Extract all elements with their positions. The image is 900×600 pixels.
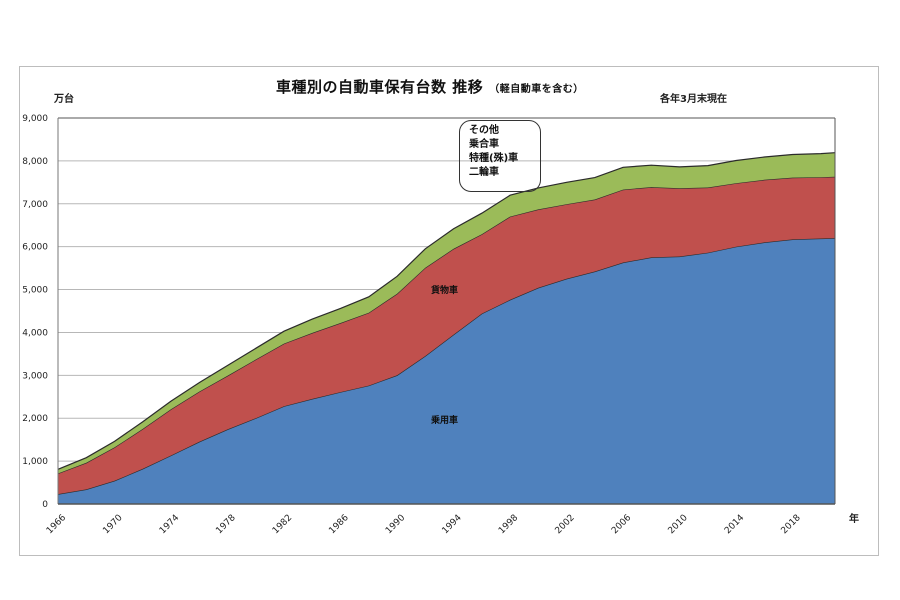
- svg-text:1990: 1990: [384, 513, 407, 536]
- svg-text:2010: 2010: [667, 513, 690, 536]
- svg-text:2006: 2006: [610, 513, 633, 536]
- chart-title: 車種別の自動車保有台数 推移 （軽自動車を含む）: [276, 76, 584, 97]
- axes: [57, 118, 836, 505]
- svg-text:3,000: 3,000: [22, 371, 48, 381]
- chart-areas: [57, 152, 836, 504]
- svg-text:9,000: 9,000: [22, 114, 48, 124]
- chart-subtitle: （軽自動車を含む）: [489, 84, 584, 95]
- callout-line-other: その他: [469, 125, 499, 136]
- svg-text:2018: 2018: [780, 513, 803, 536]
- svg-text:7,000: 7,000: [22, 200, 48, 210]
- svg-text:1,000: 1,000: [22, 457, 48, 467]
- svg-text:2,000: 2,000: [22, 414, 48, 424]
- svg-text:1994: 1994: [441, 513, 464, 536]
- svg-text:6,000: 6,000: [22, 243, 48, 253]
- svg-text:1982: 1982: [271, 513, 294, 536]
- chart-title-main: 車種別の自動車保有台数 推移: [276, 78, 484, 96]
- svg-text:1998: 1998: [497, 513, 520, 536]
- svg-text:5,000: 5,000: [22, 286, 48, 296]
- svg-text:2014: 2014: [723, 513, 746, 536]
- svg-text:1970: 1970: [101, 513, 124, 536]
- svg-text:1966: 1966: [45, 513, 68, 536]
- callout-line-motorcycle: 二輪車: [469, 167, 499, 178]
- svg-text:0: 0: [42, 500, 48, 510]
- passenger-series-label: 乗用車: [431, 416, 459, 426]
- svg-text:4,000: 4,000: [22, 328, 48, 338]
- svg-text:1978: 1978: [214, 513, 237, 536]
- y-axis-ticks: 0 1,000 2,000 3,000 4,000 5,000 6,000 7,000 8,00…: [22, 114, 48, 510]
- freight-series-label: 貨物車: [431, 286, 459, 296]
- callout-line-special: 特種(殊)車: [469, 153, 519, 164]
- y-axis-unit-label: 万台: [54, 94, 74, 105]
- other-series-callout: [459, 120, 541, 192]
- other-series-label: その他 乗合車 特種(殊)車 二輪車: [469, 124, 518, 180]
- svg-text:2002: 2002: [554, 513, 577, 536]
- x-axis-unit-label: 年: [849, 514, 859, 525]
- callout-line-bus: 乗合車: [469, 139, 499, 150]
- svg-text:1986: 1986: [327, 513, 350, 536]
- svg-text:8,000: 8,000: [22, 157, 48, 167]
- as-of-date-label: 各年3月末現在: [660, 94, 727, 105]
- svg-text:1974: 1974: [158, 513, 181, 536]
- x-axis-ticks: 1966 1970 1974 1978 1982 1986 1990 1994 1998 2002…: [45, 513, 803, 536]
